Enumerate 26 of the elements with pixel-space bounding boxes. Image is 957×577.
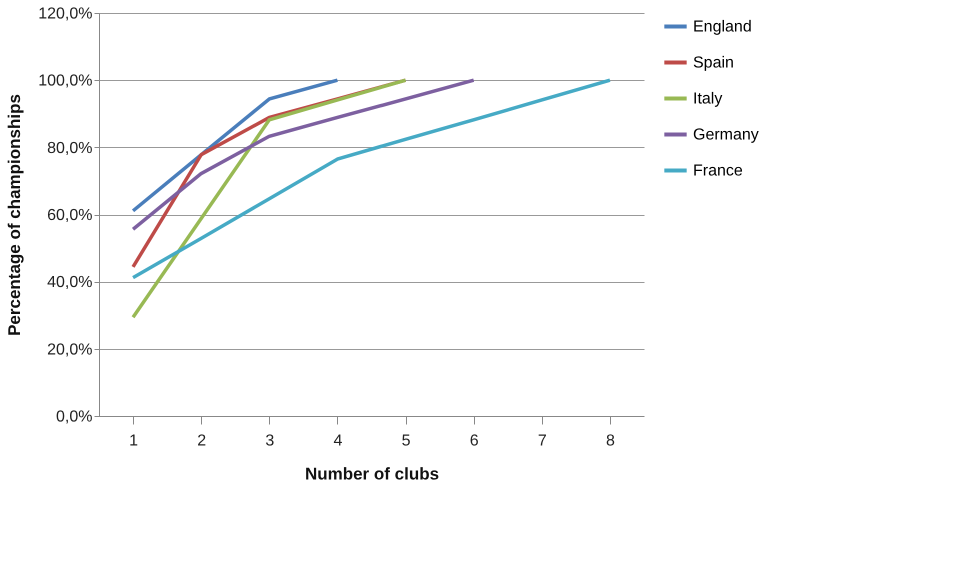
line-series [131, 78, 408, 320]
y-axis-title: Percentage of championships [5, 94, 24, 336]
line-series [131, 78, 340, 213]
legend-label: England [693, 18, 752, 36]
x-tick-label: 4 [333, 432, 342, 450]
y-tick-label: 60,0% [47, 207, 92, 224]
line-series [131, 78, 476, 232]
x-axis-title: Number of clubs [304, 464, 440, 484]
x-tick-label: 2 [197, 432, 206, 450]
y-tick-label: 80,0% [47, 140, 92, 157]
y-tick-label: 120,0% [38, 6, 92, 22]
x-tick-label: 7 [538, 432, 547, 450]
x-tick-label: 6 [470, 432, 479, 450]
legend-label: Germany [693, 126, 759, 144]
legend-label: Italy [693, 90, 722, 108]
legend-label: Spain [693, 54, 734, 72]
y-tick-label: 100,0% [38, 72, 92, 90]
x-tick-label: 1 [129, 432, 138, 450]
line-series [131, 78, 612, 280]
x-tick-label: 8 [606, 432, 615, 450]
y-tick-label: 40,0% [47, 274, 92, 292]
y-tick-label: 0,0% [56, 408, 92, 426]
legend-label: France [693, 162, 743, 180]
y-tick-label: 20,0% [47, 341, 92, 358]
x-tick-label: 3 [265, 432, 274, 450]
x-tick-label: 5 [402, 432, 411, 450]
